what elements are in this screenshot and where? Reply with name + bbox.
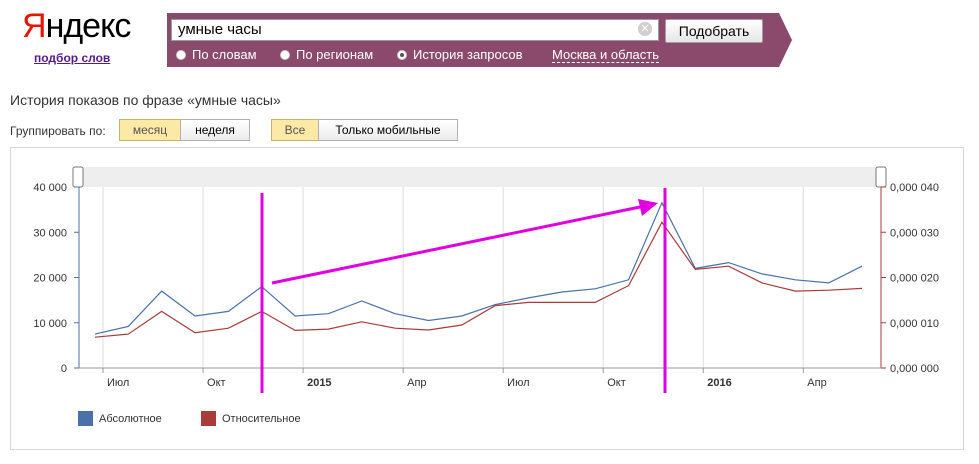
- y-left-tick-label: 0: [61, 363, 67, 375]
- radio-icon: [280, 49, 290, 60]
- series-absolute-line: [94, 201, 863, 335]
- search-input[interactable]: умные часы: [171, 19, 659, 41]
- legend-label: Относительное: [222, 412, 301, 425]
- x-tick-label: Окт: [207, 377, 226, 389]
- y-right-tick-label: 0,000 010: [890, 318, 939, 330]
- group-week-button[interactable]: неделя: [180, 119, 250, 141]
- mode-label: История запросов: [413, 47, 523, 62]
- page-title: История показов по фразе «умные часы»: [10, 92, 281, 108]
- submit-button[interactable]: Подобрать: [665, 19, 763, 43]
- y-left-tick-label: 30 000: [33, 227, 67, 239]
- y-left-tick-label: 40 000: [33, 182, 67, 194]
- mode-label: По словам: [192, 47, 257, 62]
- series-relative-line: [94, 221, 863, 338]
- wordstat-link[interactable]: подбор слов: [34, 51, 111, 65]
- chart-grid: [102, 187, 804, 368]
- x-tick-label: Июл: [507, 377, 529, 389]
- x-tick-label: 2015: [307, 377, 331, 389]
- range-handle-left[interactable]: [72, 166, 84, 188]
- radio-icon: [176, 49, 186, 60]
- y-right-tick-label: 0,000 000: [890, 363, 939, 375]
- x-tick-label: Апр: [407, 377, 426, 389]
- yandex-logo[interactable]: Яндекс: [22, 6, 132, 46]
- legend-label: Абсолютное: [99, 412, 162, 425]
- annotation-arrow-head: [638, 199, 658, 216]
- chart-series: [94, 201, 863, 338]
- x-tick-label: Окт: [607, 377, 626, 389]
- logo-rest: ндекс: [45, 7, 132, 45]
- region-link[interactable]: Москва и область: [552, 47, 660, 63]
- mode-label: По регионам: [296, 47, 374, 62]
- legend-swatch: [78, 411, 93, 426]
- x-tick-label: Июл: [107, 377, 129, 389]
- y-left-tick-label: 10 000: [33, 318, 67, 330]
- chart-frame: [10, 147, 964, 450]
- legend-absolute[interactable]: Абсолютное: [78, 411, 162, 426]
- mode-history[interactable]: История запросов: [397, 47, 523, 62]
- y-right-tick-label: 0,000 030: [890, 227, 939, 239]
- search-bar-arrow: [779, 13, 792, 67]
- y-right-tick-label: 0,000 040: [890, 182, 939, 194]
- logo-first-letter: Я: [22, 7, 47, 45]
- device-mobile-button[interactable]: Только мобильные: [318, 119, 458, 141]
- mode-by-regions[interactable]: По регионам: [280, 47, 373, 62]
- clear-icon[interactable]: ✕: [638, 22, 652, 36]
- group-month-button[interactable]: месяц: [119, 119, 181, 141]
- radio-selected-icon: [397, 49, 407, 60]
- range-navigator[interactable]: [79, 167, 881, 187]
- x-tick-label: 2016: [707, 377, 731, 389]
- y-left-tick-label: 20 000: [33, 273, 67, 285]
- group-label: Группировать по:: [10, 124, 106, 138]
- annotation-arrow-line: [271, 205, 641, 285]
- chart-axes: Июл Окт 2015 Апр Июл Окт 2016 Апр 0 10 000 20 000 3…: [33, 182, 939, 389]
- annotation-overlay: [260, 188, 667, 393]
- mode-by-words[interactable]: По словам: [176, 47, 257, 62]
- y-right-tick-label: 0,000 020: [890, 273, 939, 285]
- range-handle-right[interactable]: [875, 166, 887, 188]
- legend-relative[interactable]: Относительное: [201, 411, 301, 426]
- x-tick-label: Апр: [807, 377, 826, 389]
- legend-swatch: [201, 411, 216, 426]
